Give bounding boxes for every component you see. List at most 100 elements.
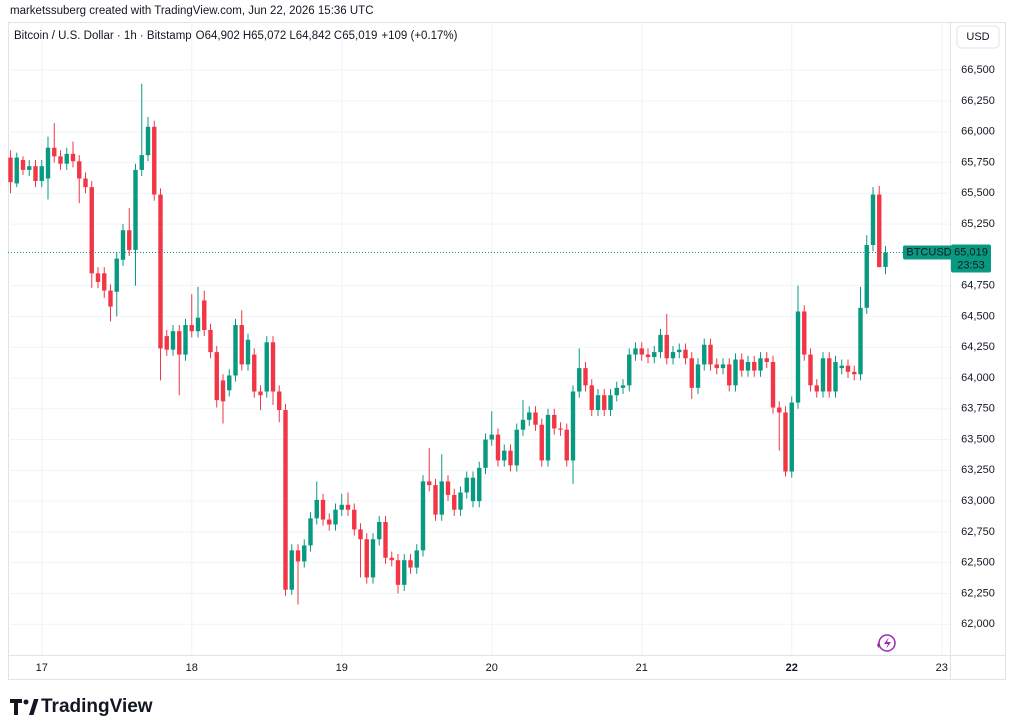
y-tick-label: 62,500 [961, 557, 995, 569]
y-tick-label: 64,750 [961, 280, 995, 292]
candle-body [695, 364, 701, 388]
candle-body [33, 166, 38, 181]
candle-body [83, 178, 88, 188]
candle-body [445, 481, 451, 495]
candle-body [508, 450, 513, 466]
candle-body [545, 414, 551, 461]
candle-body [77, 161, 82, 179]
candle-body [370, 539, 376, 578]
candle-body [514, 429, 519, 466]
candle-body [58, 156, 63, 164]
candle-body [320, 499, 326, 520]
candle-body [127, 230, 132, 250]
candle-body [145, 126, 151, 156]
candle-body [327, 519, 332, 525]
candle-body [245, 339, 251, 365]
candle-body [495, 434, 501, 461]
candle-body [333, 509, 338, 525]
brand-name: TradingView [41, 696, 153, 717]
candle-body [70, 153, 76, 162]
candle-body [208, 329, 213, 353]
candle-body [439, 481, 444, 515]
candle-body [258, 391, 263, 396]
currency-label[interactable]: USD [966, 31, 989, 43]
y-tick-label: 62,000 [961, 618, 995, 630]
candle-body [720, 364, 726, 369]
candle-body [570, 391, 576, 461]
legend-key: C [334, 30, 342, 42]
candle-body [470, 477, 476, 502]
candle-body [8, 157, 13, 183]
y-tick-label: 64,500 [961, 310, 995, 322]
candle-body [783, 412, 788, 472]
candle-body [733, 359, 738, 386]
candle-body [239, 325, 244, 365]
candle-body [427, 481, 432, 486]
candle-body [414, 550, 419, 568]
candle-body [820, 358, 826, 392]
y-tick-label: 63,750 [961, 403, 995, 415]
candle-body [552, 414, 557, 429]
candle-body [608, 395, 613, 410]
candle-body [139, 155, 144, 170]
y-tick-label: 65,500 [961, 187, 995, 199]
candle-body [764, 358, 769, 362]
y-tick-label: 66,000 [961, 126, 995, 138]
x-tick-label: 18 [186, 662, 198, 674]
candle-body [583, 368, 588, 386]
candle-body [677, 349, 682, 353]
candle-body [358, 529, 363, 540]
legend-value: 64,902 [205, 30, 240, 42]
candle-body [533, 412, 538, 425]
candle-body [777, 407, 782, 413]
x-tick-label: 21 [636, 662, 648, 674]
candle-body [277, 391, 282, 410]
candle-body [739, 359, 744, 371]
candle-body [95, 273, 101, 282]
symbol-tag-label: BTCUSD [906, 246, 951, 258]
candle-body [383, 522, 388, 558]
candle-body [770, 361, 776, 408]
candle-body [214, 352, 219, 401]
candle-body [758, 358, 763, 371]
y-tick-label: 65,750 [961, 156, 995, 168]
candle-body [202, 300, 207, 330]
candle-body [164, 336, 169, 350]
y-tick-label: 62,250 [961, 587, 995, 599]
currency-button[interactable] [956, 25, 1000, 49]
candle-body [614, 387, 619, 396]
x-tick-label: 23 [936, 662, 948, 674]
candle-body [45, 147, 51, 179]
y-tick-label: 65,250 [961, 218, 995, 230]
candle-body [752, 361, 757, 371]
y-tick-label: 63,250 [961, 464, 995, 476]
candle-body [639, 348, 644, 355]
x-tick-label: 19 [336, 662, 348, 674]
alert-icon[interactable] [877, 634, 896, 652]
candle-body [20, 160, 26, 170]
candle-body [602, 395, 607, 410]
candle-body [420, 481, 426, 551]
candle-body [564, 429, 569, 461]
brand-logo [10, 699, 39, 715]
y-tick-label: 63,500 [961, 433, 995, 445]
candle-body [858, 307, 863, 375]
candle-body [802, 311, 807, 355]
candle-body [270, 342, 276, 392]
candle-body [808, 354, 813, 386]
y-tick-label: 64,000 [961, 372, 995, 384]
y-tick-label: 66,500 [961, 64, 995, 76]
candle-body [620, 385, 626, 388]
candle-body [708, 344, 713, 365]
legend-key: H [243, 30, 251, 42]
y-tick-label: 64,250 [961, 341, 995, 353]
x-tick-label: 22 [786, 662, 798, 674]
candle-body [814, 385, 819, 392]
candle-body [408, 560, 413, 568]
candle-body [377, 522, 382, 540]
candle-body [295, 550, 301, 562]
candle-body [845, 365, 851, 372]
candle-body [627, 354, 632, 386]
candle-body [652, 352, 657, 358]
